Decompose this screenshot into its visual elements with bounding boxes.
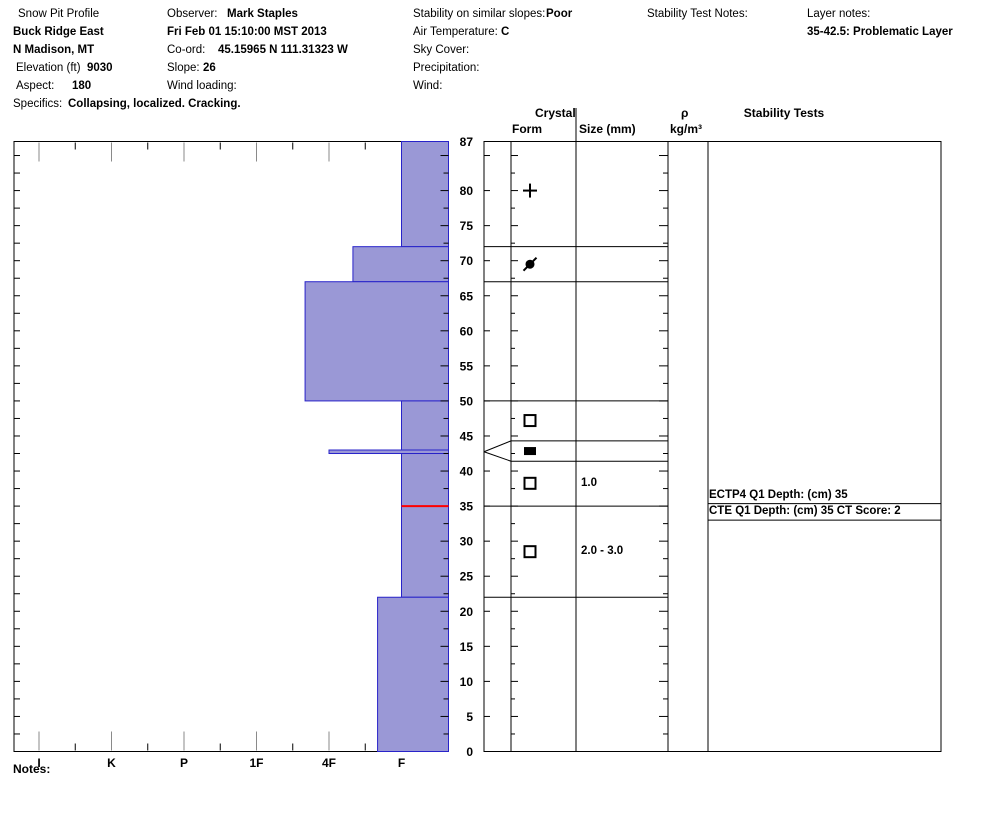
svg-text:5: 5 (466, 710, 473, 724)
stability-test-result: ECTP4 Q1 Depth: (cm) 35 (709, 489, 848, 501)
facets-icon (523, 476, 537, 490)
precipitation-label: Precipitation: (413, 62, 480, 74)
form-header: Form (512, 122, 542, 136)
stability-test-notes-label: Stability Test Notes: (647, 8, 748, 20)
thin-layer-callout-lower (483, 451, 512, 462)
thin-layer-callout-upper (483, 440, 512, 453)
slope-value: 26 (203, 62, 216, 74)
sky-cover-label: Sky Cover: (413, 44, 470, 56)
layer-notes-value: 35-42.5: Problematic Layer (807, 26, 953, 38)
snow-layer-bar (304, 281, 450, 402)
svg-text:25: 25 (460, 570, 474, 584)
report-title: Snow Pit Profile (18, 8, 100, 20)
elevation-label: Elevation (ft) (16, 62, 81, 74)
site-name: Buck Ridge East (13, 26, 104, 38)
aspect-value: 180 (72, 80, 92, 92)
svg-text:0: 0 (466, 745, 473, 759)
hardness-axis-labels: I K P 1F 4F F (37, 756, 405, 770)
stability-tests-header: Stability Tests (743, 106, 825, 120)
slope-label: Slope: (167, 62, 200, 74)
density-symbol-header: ρ (681, 106, 689, 120)
hardness-ruler-ticks (38, 142, 402, 751)
snow-layer-bar (401, 453, 449, 598)
wind-loading-label: Wind loading: (167, 80, 237, 92)
svg-text:F: F (398, 756, 405, 770)
grain-size-value: 1.0 (581, 477, 597, 489)
svg-text:70: 70 (460, 254, 474, 268)
svg-text:40: 40 (460, 465, 474, 479)
svg-text:30: 30 (460, 535, 474, 549)
svg-text:45: 45 (460, 429, 474, 443)
layer-notes-label: Layer notes: (807, 8, 871, 20)
svg-text:10: 10 (460, 675, 474, 689)
snow-layer-bar (401, 141, 449, 248)
air-temp-value: C (501, 26, 510, 38)
snow-layer-bar (352, 246, 449, 283)
specifics-value: Collapsing, localized. Cracking. (68, 98, 241, 110)
observation-datetime: Fri Feb 01 15:10:00 MST 2013 (167, 26, 327, 38)
crystal-header: Crystal (535, 106, 576, 120)
svg-text:20: 20 (460, 605, 474, 619)
svg-text:50: 50 (460, 394, 474, 408)
coord-label: Co-ord: (167, 44, 206, 56)
stability-test-result: CTE Q1 Depth: (cm) 35 CT Score: 2 (709, 505, 901, 517)
snow-layer-bar (401, 400, 449, 451)
svg-text:65: 65 (460, 289, 474, 303)
grain-size-value: 2.0 - 3.0 (581, 545, 624, 557)
detail-panel-grid (483, 108, 942, 752)
observer-label: Observer: (167, 8, 218, 20)
svg-text:15: 15 (460, 640, 474, 654)
elevation-value: 9030 (87, 62, 113, 74)
svg-text:75: 75 (460, 219, 474, 233)
specifics-label: Specifics: (13, 98, 63, 110)
svg-text:55: 55 (460, 359, 474, 373)
svg-text:87: 87 (460, 135, 474, 149)
air-temp-label: Air Temperature: (413, 26, 498, 38)
coord-value: 45.15965 N 111.31323 W (218, 44, 348, 56)
region-name: N Madison, MT (13, 44, 95, 56)
snow-layer-bar (377, 596, 450, 752)
size-header: Size (mm) (579, 122, 636, 136)
svg-text:K: K (107, 756, 116, 770)
crystal-form-symbols (522, 183, 538, 559)
facets-icon (523, 414, 537, 428)
svg-text:P: P (180, 756, 188, 770)
density-unit-header: kg/m³ (669, 122, 702, 136)
facets-solid-icon (524, 447, 536, 456)
aspect-label: Aspect: (16, 80, 55, 92)
stability-slopes-value: Poor (546, 8, 573, 20)
svg-text:4F: 4F (322, 756, 336, 770)
facets-icon (523, 545, 537, 559)
svg-text:35: 35 (460, 500, 474, 514)
snow-layer-bar (328, 449, 449, 455)
svg-text:80: 80 (460, 184, 474, 198)
notes-label: Notes: (13, 762, 51, 776)
svg-text:60: 60 (460, 324, 474, 338)
svg-text:1F: 1F (249, 756, 263, 770)
stability-slopes-label: Stability on similar slopes: (413, 8, 546, 20)
observer-value: Mark Staples (227, 8, 298, 20)
svg-text:I: I (37, 756, 40, 770)
snow-layer-bars (304, 141, 450, 752)
wind-label: Wind: (413, 80, 443, 92)
